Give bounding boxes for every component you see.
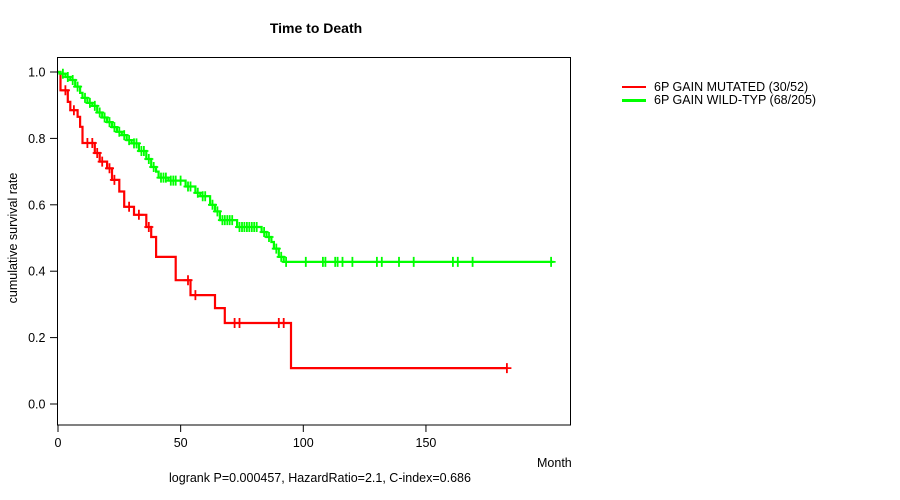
censor-mark bbox=[132, 138, 141, 149]
censor-mark bbox=[73, 81, 83, 92]
legend-label: 6P GAIN WILD-TYP (68/205) bbox=[654, 93, 817, 108]
y-tick-label: 0.6 bbox=[28, 198, 45, 212]
censor-mark bbox=[80, 92, 90, 103]
survival-curve-wildtype bbox=[58, 70, 554, 263]
censor-mark bbox=[259, 227, 269, 237]
censor-mark bbox=[176, 175, 186, 186]
censor-mark bbox=[60, 85, 70, 96]
censor-mark bbox=[468, 256, 478, 267]
censor-mark bbox=[124, 201, 134, 212]
stats-annotation: logrank P=0.000457, HazardRatio=2.1, C-i… bbox=[169, 471, 471, 485]
legend-item-mutated: 6P GAIN MUTATED (30/52) bbox=[622, 80, 816, 94]
x-tick-label: 150 bbox=[416, 436, 437, 450]
censor-mark bbox=[95, 107, 105, 118]
x-axis-label: Month bbox=[537, 456, 572, 470]
censor-mark bbox=[409, 256, 419, 267]
censor-mark bbox=[144, 222, 154, 232]
censor-mark bbox=[97, 156, 107, 167]
censor-mark bbox=[502, 363, 512, 374]
y-tick-label: 0.2 bbox=[28, 331, 45, 345]
x-tick-label: 100 bbox=[293, 436, 314, 450]
censor-mark bbox=[338, 256, 347, 267]
censor-mark bbox=[212, 206, 222, 217]
censor-mark bbox=[149, 162, 159, 172]
censor-mark bbox=[109, 174, 119, 185]
censor-mark bbox=[63, 72, 73, 82]
censor-mark bbox=[119, 130, 129, 141]
censor-mark bbox=[161, 172, 171, 183]
y-tick-label: 0.4 bbox=[28, 265, 45, 279]
legend: 6P GAIN MUTATED (30/52) 6P GAIN WILD-TYP… bbox=[622, 80, 816, 107]
censor-mark bbox=[208, 199, 217, 210]
censor-mark bbox=[281, 256, 291, 267]
legend-line-red bbox=[622, 85, 646, 88]
censor-mark bbox=[186, 181, 195, 192]
y-tick-label: 0.8 bbox=[28, 132, 45, 146]
censor-mark bbox=[276, 251, 286, 262]
censor-mark bbox=[68, 75, 78, 85]
censor-mark bbox=[252, 222, 262, 232]
censor-mark bbox=[87, 138, 97, 148]
censor-mark bbox=[134, 209, 144, 220]
censor-mark bbox=[139, 146, 149, 156]
censor-mark bbox=[279, 318, 289, 328]
censor-mark bbox=[105, 163, 114, 174]
legend-label: 6P GAIN MUTATED (30/52) bbox=[654, 79, 809, 94]
y-axis-label: cumulative survival rate bbox=[6, 172, 20, 304]
censor-mark bbox=[347, 256, 357, 267]
legend-item-wildtype: 6P GAIN WILD-TYP (68/205) bbox=[622, 93, 817, 108]
censor-mark bbox=[190, 290, 200, 301]
chart-title: Time to Death bbox=[269, 20, 363, 36]
censor-mark bbox=[193, 187, 203, 198]
censor-mark bbox=[394, 256, 404, 267]
censor-mark bbox=[109, 122, 119, 133]
censor-mark bbox=[227, 215, 237, 226]
censor-mark bbox=[105, 117, 114, 128]
censor-mark bbox=[114, 126, 124, 137]
censor-mark bbox=[301, 256, 311, 267]
censor-mark bbox=[271, 243, 281, 254]
censor-mark bbox=[235, 318, 244, 328]
censor-mark bbox=[377, 256, 387, 267]
censor-mark bbox=[200, 191, 210, 202]
survival-curve-mutated bbox=[58, 70, 507, 370]
y-tick-label: 0.0 bbox=[28, 398, 45, 412]
censor-mark bbox=[100, 112, 110, 123]
censor-mark bbox=[85, 97, 95, 108]
censor-mark bbox=[144, 154, 154, 164]
censor-mark bbox=[453, 256, 463, 267]
censor-mark bbox=[69, 105, 79, 116]
censor-mark bbox=[546, 256, 556, 267]
censor-mark bbox=[58, 68, 68, 79]
censor-mark bbox=[92, 148, 102, 158]
legend-line-green bbox=[622, 99, 646, 102]
censor-mark bbox=[320, 256, 330, 267]
plot-box bbox=[57, 57, 571, 426]
censor-mark bbox=[124, 135, 134, 146]
censor-mark bbox=[90, 100, 100, 111]
y-tick-label: 1.0 bbox=[28, 66, 45, 80]
censor-mark bbox=[183, 275, 193, 286]
x-tick-label: 50 bbox=[174, 436, 188, 450]
censor-mark bbox=[264, 232, 274, 242]
x-tick-label: 0 bbox=[55, 436, 62, 450]
